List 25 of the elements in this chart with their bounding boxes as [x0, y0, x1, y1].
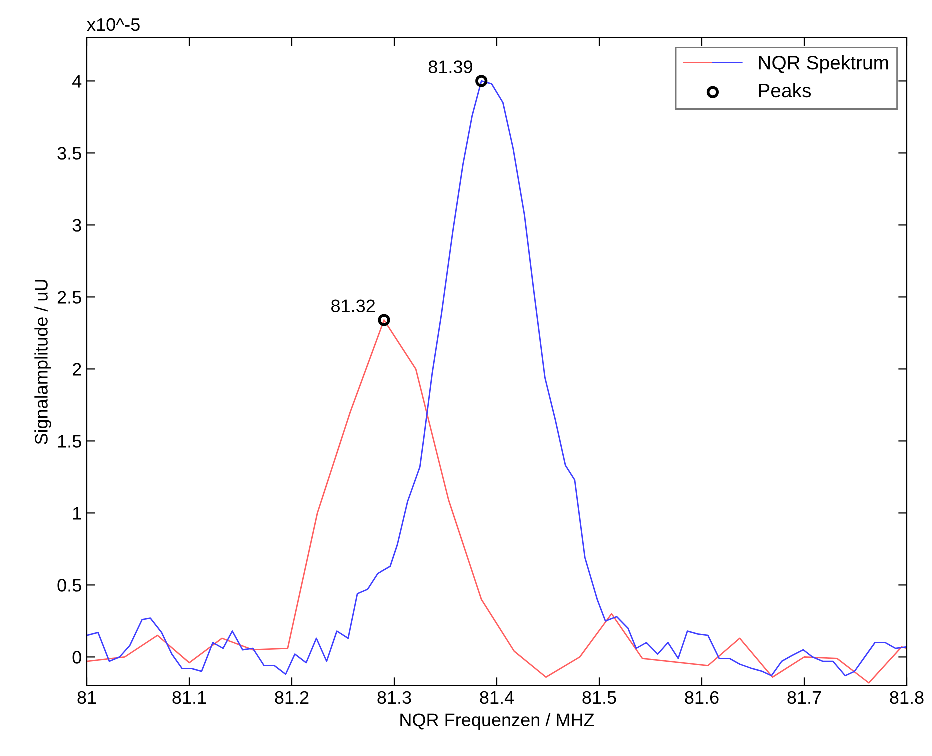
x-tick-label: 81.2	[275, 691, 309, 704]
y-tick-label: 2	[73, 363, 82, 376]
y-axis-title: Signalamplitude / uU	[34, 280, 52, 444]
x-tick-label: 81.1	[172, 691, 206, 704]
y-tick-label: 1.5	[58, 435, 82, 448]
x-tick-label: 81.8	[890, 691, 924, 704]
x-tick-label: 81.6	[685, 691, 719, 704]
y-tick-label: 3	[72, 219, 82, 232]
y-tick-label: 0	[72, 651, 82, 664]
y-tick-label: 3.5	[58, 147, 82, 160]
x-tick-label: 81.7	[788, 691, 822, 704]
y-tick-label: 4	[72, 75, 82, 88]
annotation: 81.32	[332, 300, 376, 313]
legend-label: Peaks	[759, 83, 812, 98]
x-tick-label: 81.3	[378, 691, 412, 704]
y-tick-label: 1	[73, 507, 82, 520]
x-tick-label: 81.5	[582, 691, 616, 704]
annotation: 81.39	[428, 60, 472, 74]
legend-label: NQR Spektrum	[759, 56, 888, 74]
y-tick-label: 0.5	[58, 579, 82, 592]
y-tick-label: 2.5	[58, 291, 82, 304]
x-tick-label: 81	[78, 691, 96, 704]
text: x10^-5	[87, 18, 140, 32]
x-axis-title: NQR Frequenzen / MHZ	[400, 713, 594, 730]
x-tick-label: 81.4	[480, 691, 514, 704]
